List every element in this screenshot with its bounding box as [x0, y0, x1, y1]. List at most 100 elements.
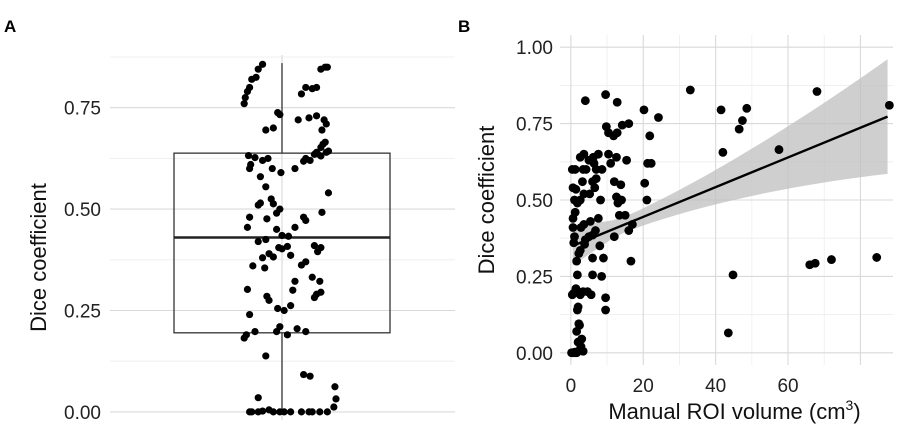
panel-a-data-point	[302, 258, 310, 266]
panel-a-data-point	[241, 93, 249, 102]
panel-b-data-point	[575, 246, 585, 255]
panel-a-data-point	[252, 73, 260, 81]
panel-b-data-point	[586, 216, 595, 226]
panel-b-fit-line	[572, 115, 889, 247]
panel-b-data-point	[640, 178, 650, 188]
panel-b-data-point	[595, 241, 605, 251]
panel-b-x-axis-title-superscript: 3	[846, 397, 854, 413]
panel-a-data-point	[269, 408, 277, 416]
panel-b-data-point	[734, 124, 744, 134]
panel-b-x-tick-label: 0	[566, 376, 577, 397]
panel-a-data-point	[249, 262, 257, 270]
panel-b-data-point	[568, 223, 578, 232]
panel-a-data-point	[242, 331, 250, 339]
panel-a-data-point	[324, 147, 333, 155]
panel-a-data-point	[265, 250, 273, 258]
panel-b-data-point	[601, 90, 611, 99]
panel-a-data-point	[254, 394, 262, 402]
panel-a-data-point	[256, 199, 264, 207]
panel-a-data-point	[312, 112, 321, 120]
panel-a-data-point	[280, 408, 288, 416]
panel-b-data-point	[570, 207, 580, 217]
panel-a-y-axis-title: Dice coefficient	[26, 183, 51, 332]
panel-b-x-axis-title-main: Manual ROI volume (cm	[608, 399, 845, 424]
panel-b-data-point	[728, 270, 738, 280]
panel-b-data-point	[827, 255, 836, 264]
panel-b-data-point	[624, 119, 634, 129]
panel-a-data-point	[278, 231, 286, 240]
panel-b: B 0.00 0.25 0.50 0.75 1.00 0 20 40 60 Dice coef…	[458, 17, 894, 424]
panel-a-data-point	[244, 151, 253, 160]
panel-b-data-point	[571, 184, 581, 194]
panel-b-data-point	[872, 253, 882, 262]
panel-a-data-point	[284, 232, 293, 240]
panel-b-data-point	[612, 128, 622, 138]
panel-a-data-point	[306, 156, 314, 165]
panel-a-data-point	[254, 237, 262, 246]
panel-b-data-point	[588, 253, 597, 263]
panel-b-data-point	[597, 165, 607, 174]
panel-a-data-point	[332, 395, 340, 403]
panel-a-y-tick-labels: 0.00 0.25 0.50 0.75	[64, 99, 101, 424]
panel-a-box	[173, 152, 391, 334]
panel-a-data-point	[283, 331, 291, 339]
panel-a-label: A	[4, 17, 16, 36]
panel-b-data-point	[601, 305, 611, 315]
panel-b-x-axis-title-suffix: )	[853, 399, 860, 424]
panel-a-points	[240, 60, 340, 416]
panel-a-data-point	[322, 120, 330, 128]
panel-a-data-point	[294, 116, 302, 124]
panel-b-data-point	[622, 155, 631, 165]
panel-a-data-point	[277, 169, 285, 177]
panel-b-data-point	[616, 180, 626, 190]
panel-b-x-tick-label: 40	[705, 376, 726, 397]
panel-a-data-point	[331, 383, 339, 391]
panel-a-data-point	[263, 215, 271, 223]
panel-b-data-point	[578, 177, 587, 187]
panel-b-data-point	[654, 113, 663, 122]
panel-a-data-point	[243, 285, 252, 294]
panel-a-data-point	[302, 83, 310, 92]
panel-a-data-point	[306, 372, 314, 380]
panel-a-data-point	[283, 242, 291, 251]
panel-a-data-point	[276, 323, 284, 331]
panel-b-data-point	[578, 346, 588, 356]
panel-a-data-point	[254, 65, 262, 73]
panel-a-data-point	[276, 111, 284, 119]
panel-a-data-point	[251, 154, 259, 162]
panel-a-data-point	[247, 160, 255, 169]
panel-b-confidence-band-area	[572, 59, 888, 266]
panel-b-data-point	[585, 189, 595, 199]
panel-b-data-point	[626, 256, 636, 266]
panel-a-data-point	[297, 408, 306, 416]
panel-a-data-point	[302, 327, 310, 336]
panel-b-x-tick-labels: 0 20 40 60	[566, 376, 799, 397]
panel-a-data-point	[262, 352, 270, 360]
panel-a-data-point	[261, 264, 269, 272]
panel-b-y-tick-label: 1.00	[516, 38, 553, 59]
panel-b-data-point	[579, 149, 589, 159]
panel-a-data-point	[312, 83, 321, 92]
panel-a-data-point	[318, 208, 326, 216]
panel-a-data-point	[280, 306, 288, 315]
panel-a-y-tick-label: 0.50	[64, 200, 101, 221]
panel-a-data-point	[291, 223, 299, 231]
panel-a-data-point	[262, 183, 270, 191]
panel-b-y-tick-label: 0.00	[516, 344, 553, 365]
panel-b-data-point	[591, 174, 601, 184]
panel-a-data-point	[278, 245, 286, 253]
panel-a-data-point	[321, 138, 329, 146]
panel-b-data-point	[884, 100, 894, 110]
panel-b-data-point	[612, 152, 621, 162]
panel-b-points	[567, 85, 894, 358]
panel-b-data-point	[596, 195, 605, 205]
panel-a-data-point	[287, 302, 295, 310]
panel-b-data-point	[591, 226, 600, 235]
panel-b-data-point	[812, 87, 822, 96]
panel-b-y-tick-label: 0.25	[516, 267, 553, 288]
panel-b-data-point	[573, 337, 583, 347]
panel-b-data-point	[723, 328, 733, 338]
panel-b-data-point	[612, 97, 622, 107]
panel-a-data-point	[312, 148, 321, 156]
panel-a-data-point	[248, 408, 256, 416]
